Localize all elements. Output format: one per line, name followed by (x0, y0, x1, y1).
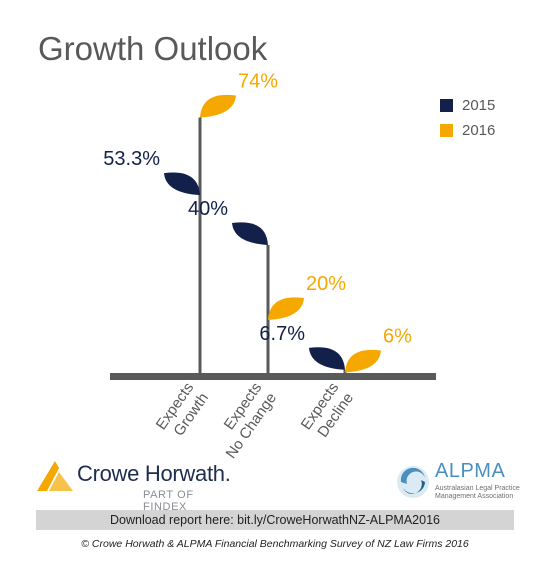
ground-baseline (110, 373, 436, 380)
leaf-2016-0 (200, 94, 236, 118)
value-label-2016-0: 74% (238, 71, 278, 93)
legend-item-2016: 2016 (440, 118, 495, 143)
legend-label-2015: 2015 (462, 97, 496, 114)
copyright-footnote: © Crowe Horwath & ALPMA Financial Benchm… (81, 538, 469, 550)
crowe-horwath-logo: Crowe Horwath. PART OF FINDEX (35, 459, 235, 513)
leaf-2015-2 (309, 347, 345, 370)
crowe-triangle-icon (37, 461, 73, 491)
stem-2 (343, 369, 347, 373)
value-label-2015-2: 6.7% (259, 323, 305, 345)
legend-label-2016: 2016 (462, 122, 496, 139)
legend: 2015 2016 (440, 93, 495, 143)
legend-swatch-2015 (440, 99, 453, 112)
leaf-2015-0 (164, 172, 200, 196)
alpma-swirl-icon (397, 466, 429, 498)
leaf-2015-1 (232, 222, 268, 245)
value-label-2016-1: 20% (306, 273, 346, 295)
leaf-2016-1 (268, 297, 304, 320)
alpma-tagline: Australasian Legal Practice Management A… (435, 485, 520, 500)
crowe-logo-text: Crowe Horwath. (77, 461, 231, 486)
legend-item-2015: 2015 (440, 93, 495, 118)
value-label-2015-0: 53.3% (103, 148, 160, 170)
alpma-logo: ALPMA Australasian Legal Practice Manage… (395, 460, 525, 506)
stem-1 (266, 245, 270, 373)
leaf-2016-2 (345, 349, 381, 373)
stem-0 (198, 117, 202, 373)
value-label-2016-2: 6% (383, 326, 412, 348)
alpma-logo-text: ALPMA (435, 460, 506, 482)
legend-swatch-2016 (440, 124, 453, 137)
value-label-2015-1: 40% (188, 198, 228, 220)
chart-title: Growth Outlook (38, 30, 268, 67)
download-link[interactable]: Download report here: bit.ly/CroweHorwat… (36, 510, 514, 530)
